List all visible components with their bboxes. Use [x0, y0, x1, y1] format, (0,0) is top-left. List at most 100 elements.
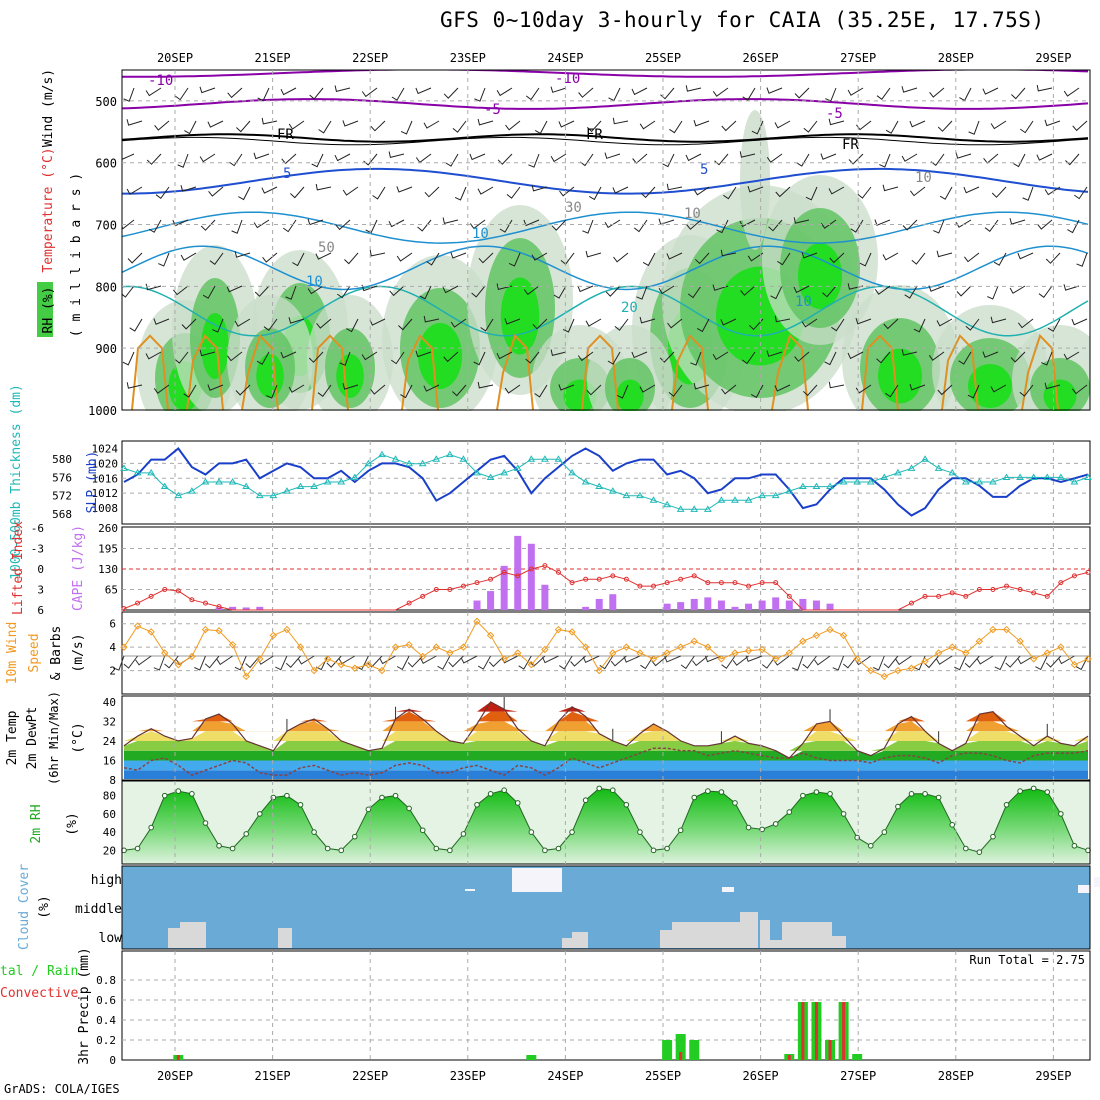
- wind-barb: [1009, 285, 1026, 294]
- x-tick-label: 25SEP: [645, 1069, 681, 1083]
- x-tick-label: 21SEP: [255, 51, 291, 65]
- wind-barb: [956, 285, 972, 297]
- axis-label: Temperature (°C): [41, 147, 56, 272]
- wind-barb: [1041, 351, 1053, 366]
- rh-marker: [840, 811, 847, 817]
- wind-barb: [365, 219, 378, 234]
- thickness-marker: [608, 487, 617, 494]
- lifted-index-marker: [488, 576, 494, 582]
- temperature-contour-line: [131, 334, 169, 411]
- contour-label: 10: [684, 206, 701, 222]
- wind-barb: [227, 351, 243, 362]
- wind-barb: [876, 87, 891, 101]
- y-tick-label: 1016: [92, 472, 119, 485]
- cape-bar: [717, 600, 725, 610]
- thickness-marker: [350, 473, 359, 480]
- rh-marker: [732, 800, 738, 806]
- wind-barb: [909, 120, 926, 128]
- wind-barb: [194, 655, 206, 671]
- wind-barb: [802, 384, 818, 397]
- rh-marker: [881, 829, 888, 835]
- thickness-marker: [880, 473, 889, 480]
- axis-label: & Barbs: [49, 626, 64, 681]
- rh-marker: [664, 845, 670, 852]
- wind-speed-marker: [663, 649, 671, 657]
- wind-barb: [936, 318, 953, 327]
- wind-barb: [227, 87, 243, 99]
- low-cloud-block: [740, 912, 758, 948]
- wind-barb: [123, 655, 138, 669]
- wind-barb: [311, 153, 324, 168]
- y-tick-label: 40: [103, 826, 116, 839]
- rh-marker: [324, 845, 331, 852]
- wind-barb: [901, 153, 918, 162]
- wind-barb: [1036, 84, 1053, 92]
- wind-barb: [471, 285, 486, 298]
- x-tick-label: 29SEP: [1035, 51, 1071, 65]
- rh-marker: [935, 794, 942, 801]
- cape-bar: [690, 598, 698, 610]
- rh-marker: [474, 801, 480, 808]
- rh-marker: [1003, 801, 1010, 808]
- lifted-index-marker: [162, 587, 168, 592]
- rh-marker: [311, 829, 317, 835]
- wind-barb: [586, 384, 602, 396]
- wind-barb: [712, 351, 729, 361]
- wind-barb: [256, 351, 270, 365]
- wind-barb: [460, 655, 478, 664]
- rh-marker: [175, 788, 182, 794]
- cape-bar: [799, 598, 807, 610]
- wind-barb: [658, 218, 675, 225]
- wind-barb: [562, 318, 575, 333]
- wind-barb: [792, 655, 804, 671]
- contour-label: -5: [826, 106, 843, 122]
- wind-barb: [991, 186, 1007, 198]
- wind-barb: [616, 384, 629, 399]
- wind-barb: [690, 351, 702, 366]
- rh-marker: [582, 797, 589, 804]
- wind-barb: [721, 120, 737, 132]
- wind-speed-marker: [894, 666, 902, 675]
- axis-label: (%): [65, 812, 80, 835]
- wind-barb: [531, 252, 548, 261]
- thickness-marker: [1070, 478, 1079, 485]
- wind-barb: [550, 349, 567, 357]
- wind-barb: [793, 285, 810, 294]
- wind-barb: [257, 655, 274, 665]
- y-tick-label: 580: [52, 453, 72, 466]
- wind-barb: [585, 318, 602, 327]
- wind-barb: [820, 153, 837, 160]
- wind-barb: [1045, 252, 1061, 264]
- wind-barb: [586, 120, 602, 133]
- rh-marker: [134, 845, 141, 852]
- wind-barb: [958, 351, 972, 365]
- thickness-marker: [866, 478, 875, 485]
- thickness-marker: [147, 468, 156, 476]
- wind-barb: [559, 655, 573, 670]
- wind-barb: [236, 120, 251, 133]
- wind-barb: [1019, 384, 1034, 397]
- lifted-index-marker: [1017, 587, 1023, 592]
- wind-barb: [523, 219, 540, 227]
- wind-barb: [740, 285, 756, 296]
- wind-barb: [990, 316, 1007, 324]
- wind-barb: [423, 315, 440, 323]
- wind-barb: [614, 318, 629, 331]
- wind-speed-marker: [473, 617, 481, 626]
- wind-barb: [639, 120, 656, 130]
- lifted-index-marker: [1071, 573, 1077, 579]
- wind-barb: [164, 655, 179, 669]
- wind-speed-marker: [744, 646, 753, 655]
- wind-barb: [774, 384, 791, 392]
- wind-barb: [234, 655, 247, 671]
- wind-barb: [389, 285, 405, 297]
- rh-marker: [229, 845, 236, 852]
- wind-barb: [895, 655, 912, 666]
- wind-barb: [153, 655, 166, 671]
- wind-barb: [928, 285, 945, 292]
- rh-marker: [433, 845, 440, 852]
- wind-barb: [955, 219, 972, 228]
- wind-barb: [342, 186, 359, 196]
- wind-barb: [879, 153, 891, 168]
